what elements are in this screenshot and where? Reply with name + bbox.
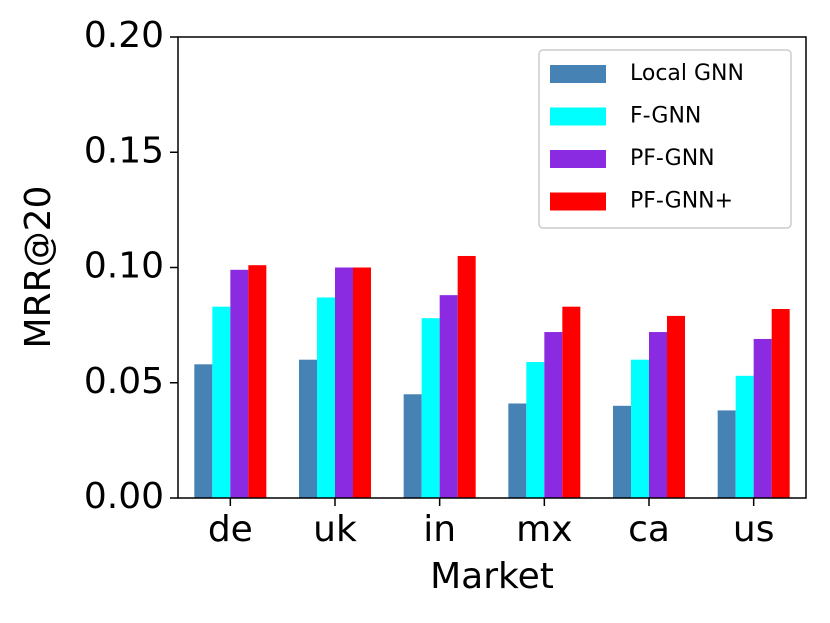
bar bbox=[353, 267, 371, 498]
bar bbox=[299, 359, 317, 498]
bar bbox=[631, 359, 649, 498]
bar bbox=[230, 269, 249, 498]
bar bbox=[212, 306, 231, 498]
y-tick-label: 0.00 bbox=[84, 476, 164, 517]
x-tick-label: mx bbox=[516, 509, 572, 550]
bar bbox=[753, 338, 772, 498]
legend-swatch bbox=[550, 192, 606, 211]
legend-label: Local GNN bbox=[630, 61, 744, 86]
legend-label: PF-GNN bbox=[630, 146, 715, 171]
bar bbox=[649, 332, 667, 498]
legend-swatch bbox=[550, 107, 606, 126]
x-tick-label: in bbox=[423, 509, 456, 550]
bar bbox=[526, 362, 545, 498]
legend-label: F-GNN bbox=[630, 104, 701, 129]
bar bbox=[439, 295, 458, 498]
bar bbox=[667, 315, 685, 498]
bar bbox=[544, 332, 563, 498]
bar bbox=[194, 364, 213, 498]
legend-box bbox=[538, 49, 792, 229]
bar bbox=[403, 394, 422, 498]
bar bbox=[248, 265, 267, 498]
y-tick-label: 0.05 bbox=[84, 361, 164, 402]
bar bbox=[771, 308, 790, 498]
bar bbox=[421, 318, 440, 498]
legend-swatch bbox=[550, 150, 606, 168]
x-axis-label: Market bbox=[430, 556, 554, 597]
x-tick-label: uk bbox=[313, 509, 357, 550]
bar bbox=[562, 306, 581, 498]
x-tick-label: ca bbox=[628, 509, 670, 550]
legend-label: PF-GNN+ bbox=[630, 189, 733, 214]
bar bbox=[717, 410, 736, 498]
bar bbox=[613, 405, 631, 498]
bar bbox=[735, 375, 754, 498]
y-axis-label: MRR@20 bbox=[18, 186, 59, 349]
x-tick-label: de bbox=[208, 509, 253, 550]
bar bbox=[457, 255, 476, 498]
bar bbox=[335, 267, 353, 498]
y-tick-label: 0.20 bbox=[84, 15, 164, 56]
bar bbox=[317, 297, 335, 498]
y-tick-label: 0.15 bbox=[84, 130, 164, 171]
y-tick-label: 0.10 bbox=[84, 246, 164, 287]
x-tick-label: us bbox=[733, 509, 775, 550]
bar bbox=[508, 403, 527, 498]
legend-swatch bbox=[550, 65, 606, 83]
axes-frame bbox=[177, 36, 807, 499]
